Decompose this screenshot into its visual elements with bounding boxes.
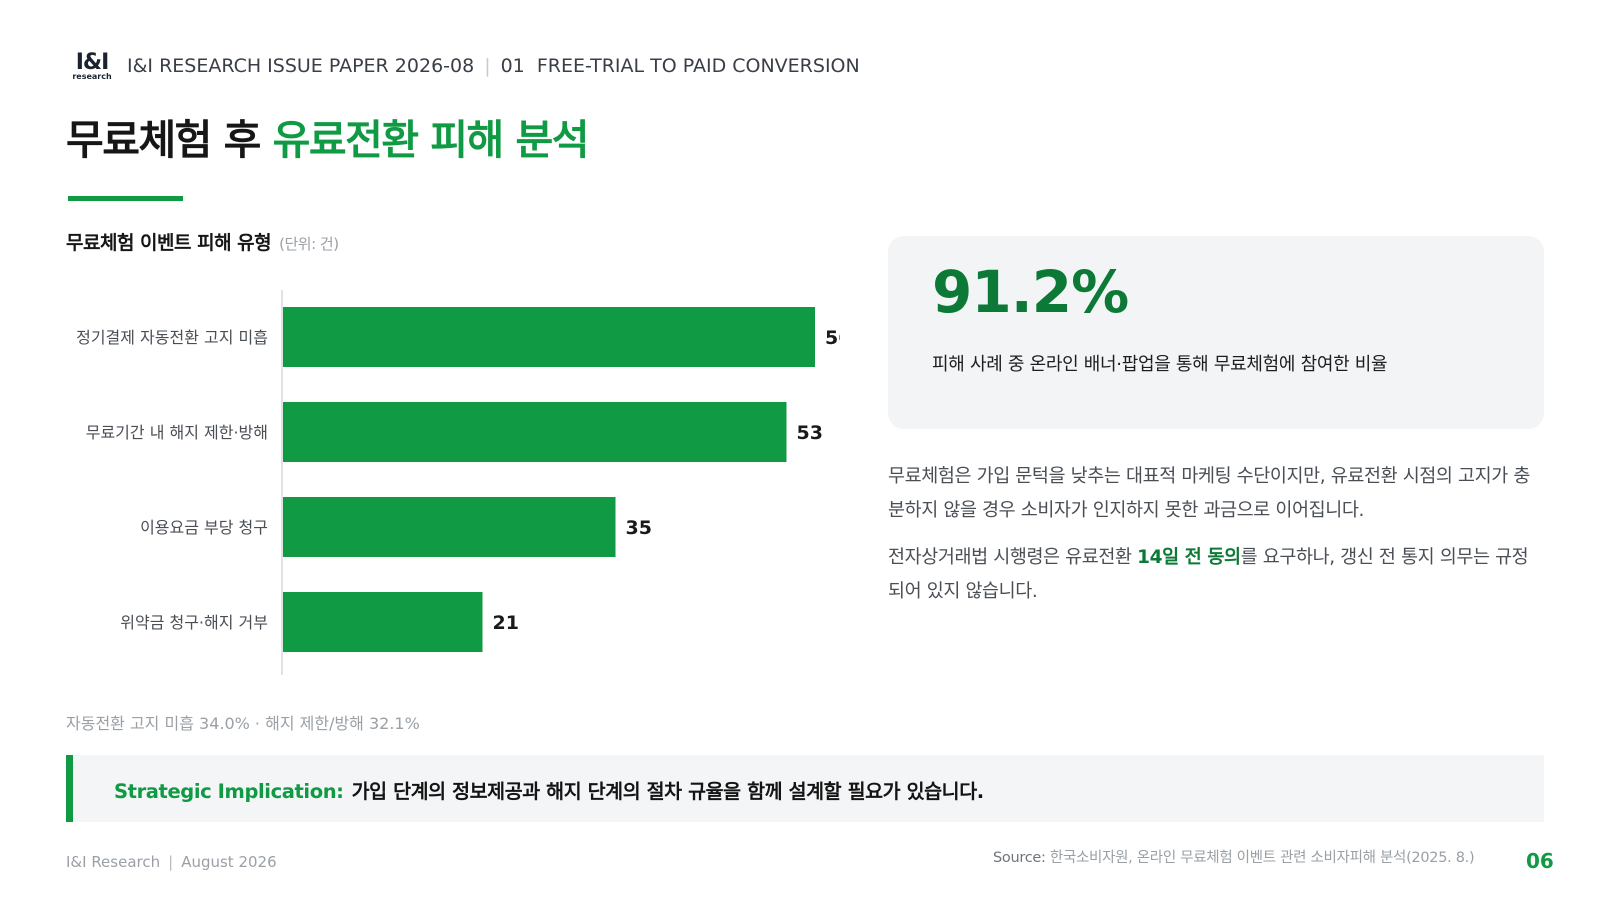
page-number: 06 <box>1526 849 1554 873</box>
chart-unit: (단위: 건) <box>279 235 339 253</box>
page-title-part1: 무료체험 후 <box>66 116 273 164</box>
footer-org: I&I Research <box>66 853 161 871</box>
chart-title: 무료체험 이벤트 피해 유형 (단위: 건) <box>66 228 339 255</box>
chart-title-text: 무료체험 이벤트 피해 유형 <box>66 232 272 254</box>
footer-meta: I&I Research | August 2026 <box>66 853 277 871</box>
page-title-highlight: 유료전환 피해 분석 <box>272 116 590 164</box>
category-label: 이용요금 부당 청구 <box>140 518 268 537</box>
bar <box>283 402 787 462</box>
implication-body: 가입 단계의 정보제공과 해지 단계의 절차 규율을 함께 설계할 필요가 있습… <box>351 780 985 803</box>
footer-divider: | <box>168 853 174 871</box>
body-p2-after: 를 요구하나, 갱신 전 통지 의무는 규정되어 있지 않습니다. <box>888 547 1529 602</box>
header-breadcrumb: I&I RESEARCH ISSUE PAPER 2026-08 | 01 FREE… <box>127 55 860 77</box>
implication-text: Strategic Implication: 가입 단계의 정보제공과 해지 단계… <box>114 775 984 804</box>
category-label: 무료기간 내 해지 제한·방해 <box>86 423 268 442</box>
page-title: 무료체험 후 유료전환 피해 분석 <box>66 106 590 166</box>
brand-logo: I&I research <box>72 52 112 81</box>
body-paragraph-1: 무료체험은 가입 문턱을 낮추는 대표적 마케팅 수단이지만, 유료전환 시점의… <box>888 466 1530 521</box>
category-label: 위약금 청구·해지 거부 <box>120 613 268 632</box>
bar-value-label: 53 <box>797 422 823 444</box>
body-paragraph-2: 전자상거래법 시행령은 유료전환 14일 전 동의를 요구하나, 갱신 전 통지… <box>888 541 1538 609</box>
body-p2-emphasis: 14일 전 동의 <box>1137 547 1241 568</box>
stat-card <box>888 236 1544 429</box>
source-text: 한국소비자원, 온라인 무료체험 이벤트 관련 소비자피해 분석(2025. 8… <box>1049 850 1475 866</box>
source-label: Source: <box>993 850 1046 866</box>
stat-value: 91.2% <box>932 258 1129 326</box>
bar-chart: 정기결제 자동전환 고지 미흡 56 무료기간 내 해지 제한·방해 53 이용요금 부… <box>76 290 840 675</box>
section-label: 01 FREE-TRIAL TO PAID CONVERSION <box>500 55 860 77</box>
title-underline <box>68 196 183 201</box>
implication-banner <box>66 755 1544 822</box>
bar <box>283 592 483 652</box>
source-citation: Source: 한국소비자원, 온라인 무료체험 이벤트 관련 소비자피해 분석… <box>993 846 1475 867</box>
logo-mark: I&I <box>75 50 110 75</box>
body-p2-before: 전자상거래법 시행령은 유료전환 <box>888 547 1138 568</box>
chart-footnote: 자동전환 고지 미흡 34.0% · 해지 제한/방해 32.1% <box>66 714 420 733</box>
bar-value-label: 56 <box>825 327 840 349</box>
category-label: 정기결제 자동전환 고지 미흡 <box>76 328 268 347</box>
bar <box>283 497 616 557</box>
footer-date: August 2026 <box>181 853 277 871</box>
implication-label: Strategic Implication: <box>114 780 344 803</box>
bar-value-label: 21 <box>493 612 519 634</box>
bar-value-label: 35 <box>626 517 652 539</box>
logo-subtext: research <box>72 72 112 81</box>
header-divider: | <box>484 55 491 77</box>
stat-description: 피해 사례 중 온라인 배너·팝업을 통해 무료체험에 참여한 비율 <box>932 354 1388 375</box>
series-label: I&I RESEARCH ISSUE PAPER 2026-08 <box>127 55 475 77</box>
bar <box>283 307 815 367</box>
